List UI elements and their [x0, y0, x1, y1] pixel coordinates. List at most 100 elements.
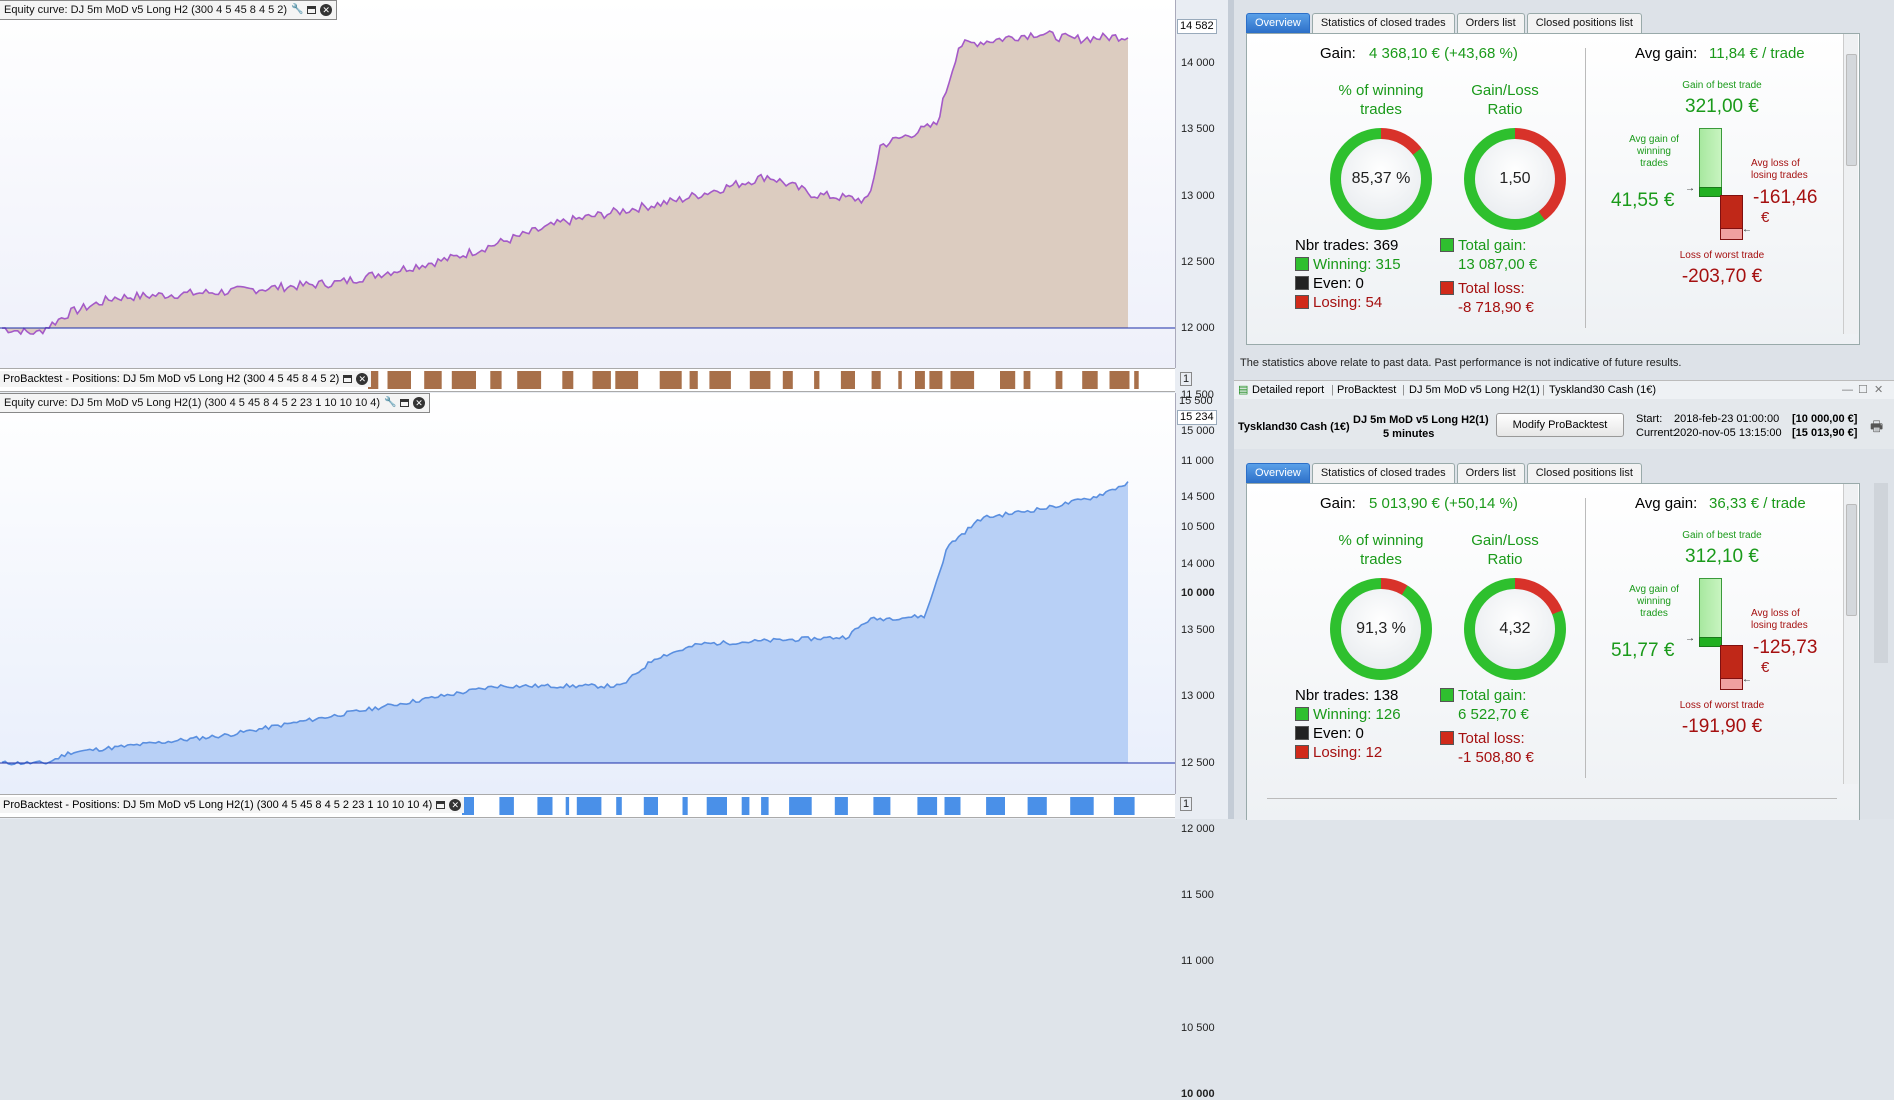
- breadcrumb-system[interactable]: DJ 5m MoD v5 Long H2(1): [1409, 384, 1540, 396]
- position-mark: [659, 371, 682, 389]
- avg-loss-currency: €: [1761, 659, 1770, 676]
- ratio-value: 1,50: [1475, 139, 1555, 219]
- winning-count: Winning: 126: [1295, 706, 1401, 723]
- position-mark: [424, 371, 442, 389]
- winning-pct-label: % of winning: [1338, 82, 1424, 99]
- black-square-icon: [1295, 726, 1309, 740]
- avg-loss-value: -161,46: [1753, 187, 1818, 208]
- close-icon[interactable]: ✕: [356, 373, 369, 385]
- total-gain-value: 6 522,70 €: [1458, 706, 1529, 723]
- ratio-label: Ratio: [1487, 551, 1523, 568]
- total-loss-value: -8 718,90 €: [1458, 299, 1534, 316]
- tab-statistics[interactable]: Statistics of closed trades: [1311, 463, 1455, 483]
- red-square-icon: [1440, 281, 1454, 295]
- avg-win-bar: [1699, 187, 1722, 197]
- position-mark: [741, 797, 750, 815]
- total-gain-label: Total gain:: [1440, 237, 1526, 254]
- position-mark: [517, 371, 542, 389]
- position-mark: [592, 371, 611, 389]
- report-tabs: Overview Statistics of closed trades Ord…: [1246, 13, 1642, 33]
- avg-win-label: winning: [1637, 596, 1671, 607]
- close-icon[interactable]: ✕: [413, 397, 426, 409]
- y-tick-label: 12 500: [1181, 255, 1215, 268]
- close-icon[interactable]: ✕: [320, 4, 333, 16]
- position-mark: [709, 371, 731, 389]
- minimize-icon[interactable]: —: [1842, 384, 1853, 396]
- report-panel: Overview Statistics of closed trades Ord…: [1228, 0, 1894, 820]
- chart-title-bar[interactable]: Equity curve: DJ 5m MoD v5 Long H2(1) (3…: [0, 393, 431, 413]
- avg-gain-label: Avg gain:: [1635, 495, 1698, 512]
- window-icon[interactable]: [307, 6, 317, 14]
- gain-value: 4 368,10 € (+43,68 %): [1369, 45, 1518, 62]
- position-mark: [1000, 371, 1016, 389]
- positions-title: ProBacktest - Positions: DJ 5m MoD v5 Lo…: [3, 799, 433, 811]
- total-loss-label: Total loss:: [1440, 730, 1525, 747]
- position-mark: [840, 371, 855, 389]
- avg-loss-bar: [1720, 195, 1743, 230]
- tab-closed-positions[interactable]: Closed positions list: [1526, 13, 1642, 33]
- worst-trade-value: -203,70 €: [1681, 266, 1763, 287]
- position-mark: [616, 797, 622, 815]
- position-mark: [1109, 371, 1130, 389]
- print-icon[interactable]: 🖶: [1870, 418, 1884, 434]
- worst-trade-bar: [1720, 228, 1743, 240]
- equity-area: [0, 31, 1128, 335]
- modify-probacktest-button[interactable]: Modify ProBacktest: [1496, 413, 1624, 437]
- stats-scrollbar[interactable]: [1843, 34, 1858, 334]
- tab-orders[interactable]: Orders list: [1456, 463, 1525, 483]
- avg-gain-value: 11,84 € / trade: [1709, 45, 1805, 62]
- window-icon[interactable]: [343, 375, 353, 383]
- position-mark: [1055, 371, 1063, 389]
- breadcrumb-detailed-report[interactable]: Detailed report: [1252, 384, 1325, 396]
- positions-axis-marker: 1: [1180, 372, 1193, 386]
- outer-scrollbar[interactable]: [1874, 483, 1888, 663]
- positions-bar-top[interactable]: ProBacktest - Positions: DJ 5m MoD v5 Lo…: [0, 368, 1175, 392]
- tab-closed-positions[interactable]: Closed positions list: [1526, 463, 1642, 483]
- wrench-icon[interactable]: 🔧: [291, 4, 304, 15]
- chart-title-bar[interactable]: Equity curve: DJ 5m MoD v5 Long H2 (300 …: [0, 0, 338, 20]
- wrench-icon[interactable]: 🔧: [384, 397, 397, 408]
- ratio-label: Gain/Loss: [1471, 532, 1539, 549]
- equity-chart-bottom[interactable]: Equity curve: DJ 5m MoD v5 Long H2(1) (3…: [0, 393, 1176, 794]
- position-mark: [565, 797, 570, 815]
- avg-win-label: Avg gain of: [1629, 584, 1679, 595]
- winning-pct-label: % of winning: [1338, 532, 1424, 549]
- black-square-icon: [1295, 276, 1309, 290]
- arrow-right-icon: →: [1685, 633, 1695, 644]
- maximize-icon[interactable]: ☐: [1858, 384, 1868, 396]
- position-mark: [782, 371, 793, 389]
- breadcrumb-instrument[interactable]: Tyskland30 Cash (1€): [1549, 384, 1656, 396]
- tab-overview[interactable]: Overview: [1246, 463, 1310, 483]
- position-mark: [1023, 371, 1031, 389]
- current-label: Current:: [1636, 427, 1676, 439]
- avg-loss-currency: €: [1761, 209, 1770, 226]
- window-icon[interactable]: [436, 801, 446, 809]
- stats-scrollbar[interactable]: [1843, 484, 1858, 784]
- position-mark: [462, 797, 474, 815]
- equity-chart-top[interactable]: Equity curve: DJ 5m MoD v5 Long H2 (300 …: [0, 0, 1176, 368]
- total-loss-value: -1 508,80 €: [1458, 749, 1534, 766]
- window-icon[interactable]: [400, 399, 410, 407]
- y-tick-label: 15 000: [1181, 425, 1215, 437]
- tab-statistics[interactable]: Statistics of closed trades: [1311, 13, 1455, 33]
- best-trade-value: 321,00 €: [1685, 96, 1759, 117]
- position-mark: [615, 371, 639, 389]
- positions-bar-bottom[interactable]: ProBacktest - Positions: DJ 5m MoD v5 Lo…: [0, 794, 1175, 818]
- nbr-trades: Nbr trades: 369: [1295, 237, 1399, 254]
- start-value: 2018-feb-23 01:00:00: [1674, 413, 1780, 425]
- positions-title-bar: ProBacktest - Positions: DJ 5m MoD v5 Lo…: [0, 371, 372, 387]
- y-tick-label: 14 500: [1181, 491, 1215, 504]
- breadcrumb-probacktest[interactable]: ProBacktest: [1337, 384, 1397, 396]
- tab-overview[interactable]: Overview: [1246, 13, 1310, 33]
- green-square-icon: [1295, 707, 1309, 721]
- best-trade-label: Gain of best trade: [1682, 530, 1762, 541]
- red-square-icon: [1440, 731, 1454, 745]
- overview-stats-1: Gain: 4 368,10 € (+43,68 %) % of winning…: [1246, 33, 1860, 345]
- positions-axis-marker: 1: [1180, 797, 1193, 811]
- close-icon[interactable]: ✕: [1874, 384, 1884, 396]
- close-icon[interactable]: ✕: [449, 799, 462, 811]
- ratio-value: 4,32: [1475, 589, 1555, 669]
- tab-orders[interactable]: Orders list: [1456, 13, 1525, 33]
- equity-line: [1, 481, 1129, 766]
- position-mark: [490, 371, 502, 389]
